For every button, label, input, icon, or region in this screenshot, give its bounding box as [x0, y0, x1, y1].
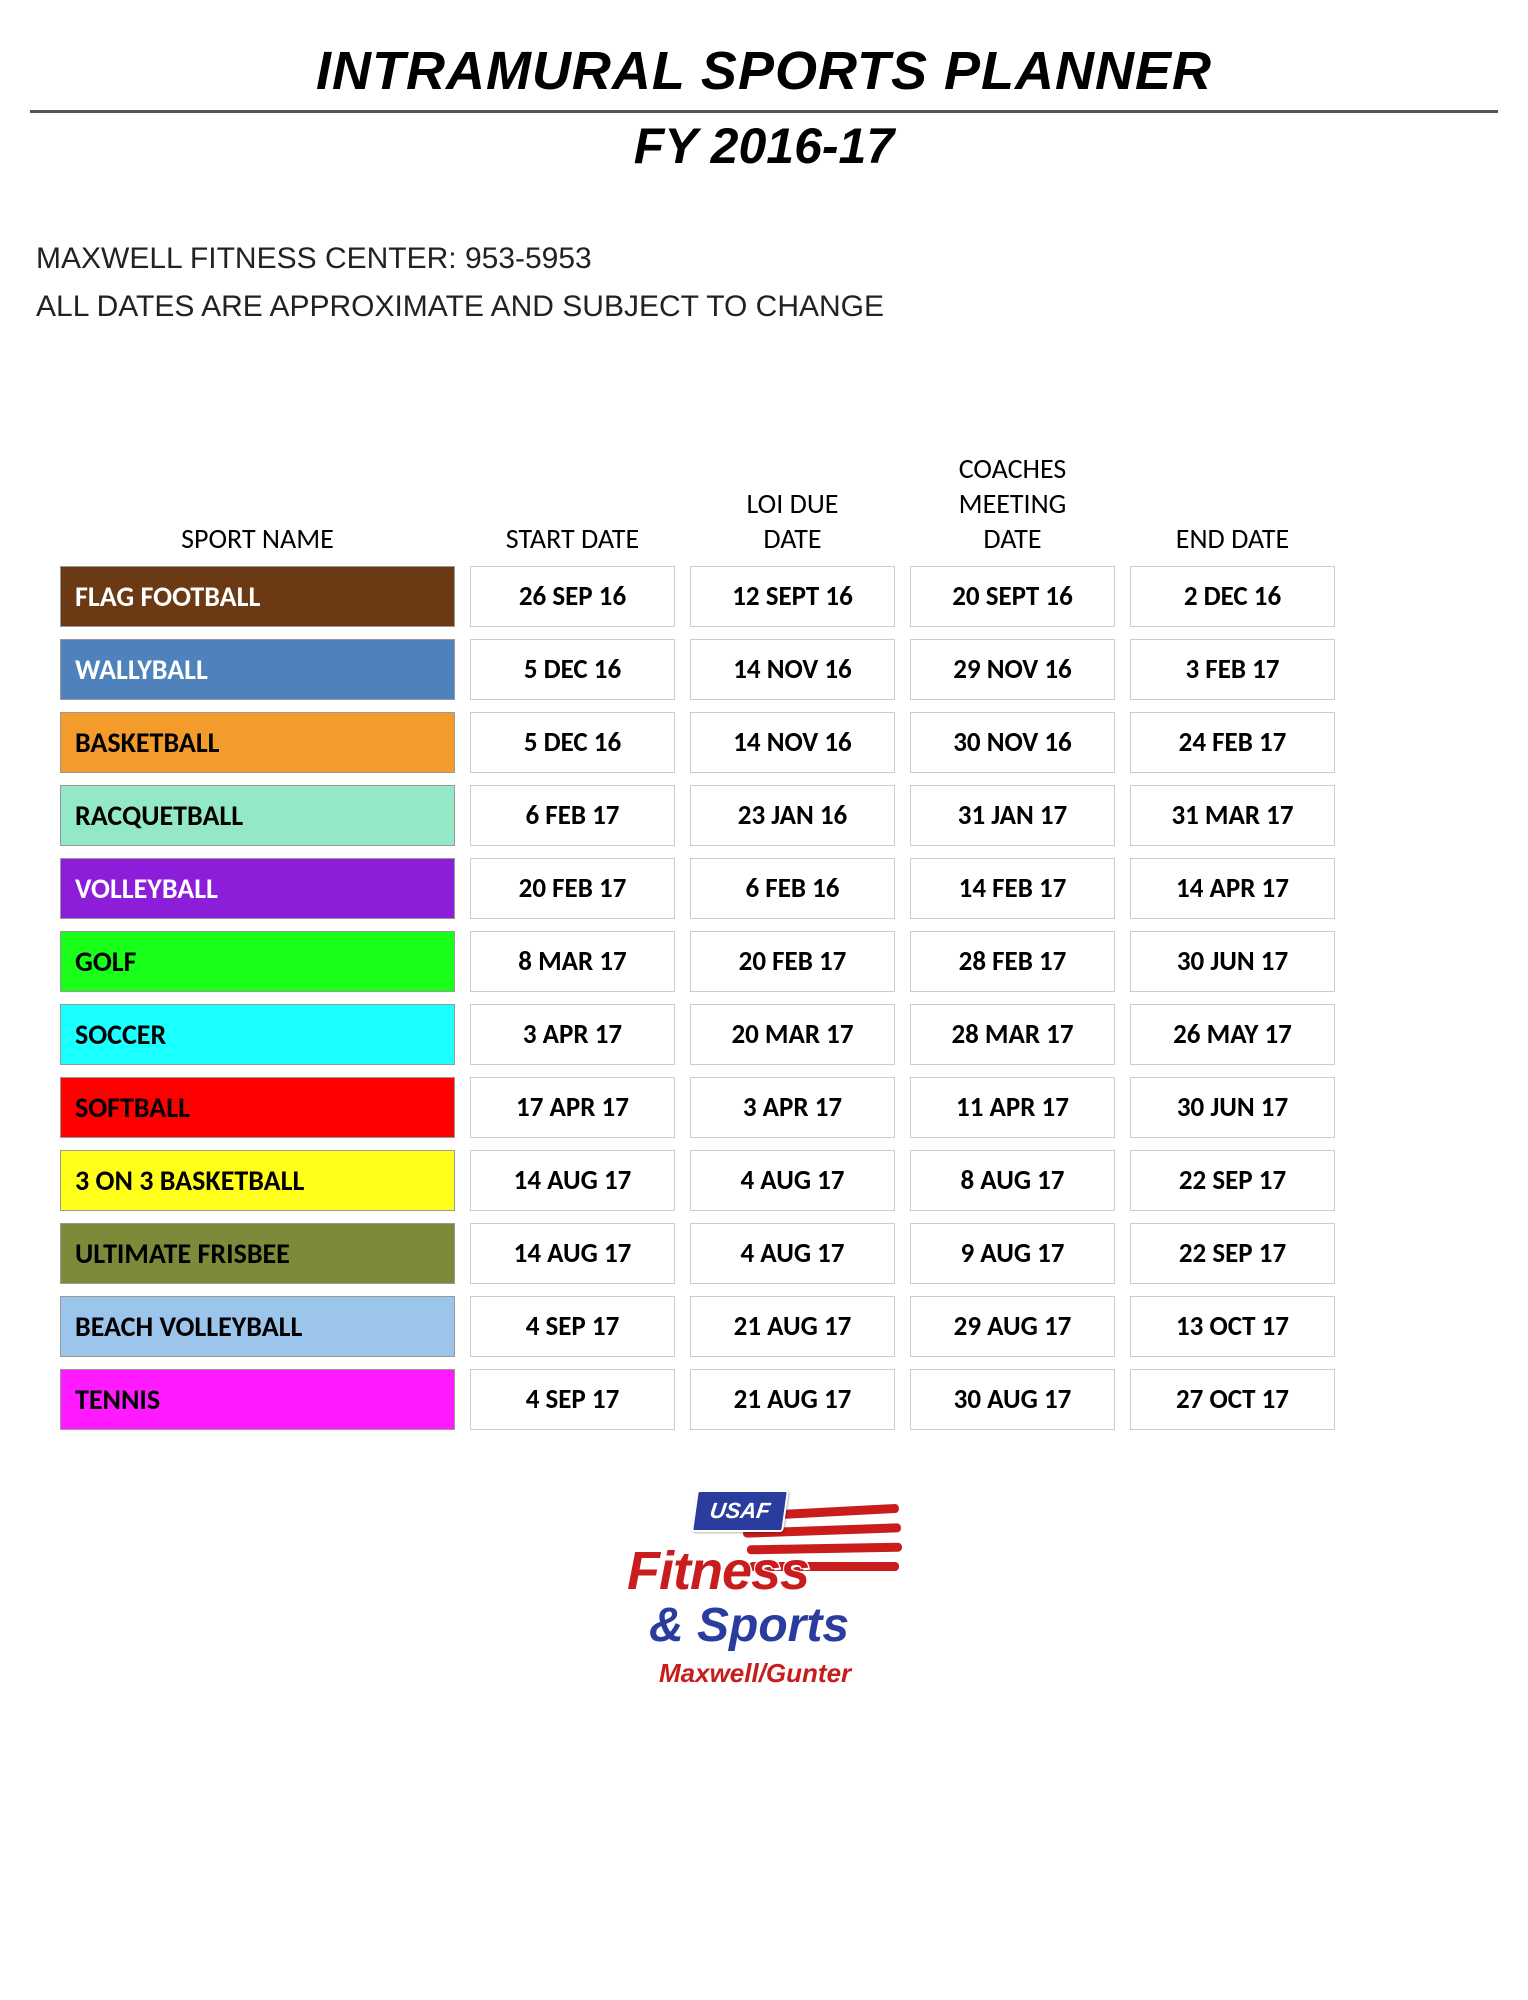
start-date-cell: 14 AUG 17	[470, 1223, 675, 1284]
start-date-cell: 5 DEC 16	[470, 712, 675, 773]
logo-region: USAF Fitness & Sports Maxwell/Gunter	[30, 1490, 1498, 1715]
coach-date-cell: 30 AUG 17	[910, 1369, 1115, 1430]
end-date-cell: 3 FEB 17	[1130, 639, 1335, 700]
loi-date-cell: 20 MAR 17	[690, 1004, 895, 1065]
end-date-cell: 24 FEB 17	[1130, 712, 1335, 773]
table-row: BEACH VOLLEYBALL4 SEP 1721 AUG 1729 AUG …	[60, 1296, 1468, 1357]
sport-name-cell: ULTIMATE FRISBEE	[60, 1223, 455, 1284]
col-header-end: END DATE	[1130, 451, 1335, 556]
page-title: INTRAMURAL SPORTS PLANNER	[30, 40, 1498, 102]
start-date-cell: 17 APR 17	[470, 1077, 675, 1138]
coach-date-cell: 28 FEB 17	[910, 931, 1115, 992]
title-rule	[30, 110, 1498, 113]
table-row: VOLLEYBALL20 FEB 176 FEB 1614 FEB 1714 A…	[60, 858, 1468, 919]
table-row: WALLYBALL5 DEC 1614 NOV 1629 NOV 163 FEB…	[60, 639, 1468, 700]
end-date-cell: 22 SEP 17	[1130, 1150, 1335, 1211]
end-date-cell: 26 MAY 17	[1130, 1004, 1335, 1065]
table-row: TENNIS4 SEP 1721 AUG 1730 AUG 1727 OCT 1…	[60, 1369, 1468, 1430]
info-line-1: MAXWELL FITNESS CENTER: 953-5953	[36, 235, 1498, 283]
info-line-2: ALL DATES ARE APPROXIMATE AND SUBJECT TO…	[36, 283, 1498, 331]
end-date-cell: 30 JUN 17	[1130, 931, 1335, 992]
usaf-badge: USAF	[691, 1490, 789, 1532]
start-date-cell: 8 MAR 17	[470, 931, 675, 992]
loi-date-cell: 3 APR 17	[690, 1077, 895, 1138]
table-row: SOFTBALL17 APR 173 APR 1711 APR 1730 JUN…	[60, 1077, 1468, 1138]
sport-name-cell: SOFTBALL	[60, 1077, 455, 1138]
sport-name-cell: TENNIS	[60, 1369, 455, 1430]
table-row: FLAG FOOTBALL26 SEP 1612 SEPT 1620 SEPT …	[60, 566, 1468, 627]
sport-name-cell: RACQUETBALL	[60, 785, 455, 846]
loi-date-cell: 14 NOV 16	[690, 712, 895, 773]
end-date-cell: 14 APR 17	[1130, 858, 1335, 919]
col-header-start: START DATE	[470, 451, 675, 556]
loi-date-cell: 14 NOV 16	[690, 639, 895, 700]
coach-date-cell: 14 FEB 17	[910, 858, 1115, 919]
loi-date-cell: 23 JAN 16	[690, 785, 895, 846]
end-date-cell: 13 OCT 17	[1130, 1296, 1335, 1357]
table-row: SOCCER3 APR 1720 MAR 1728 MAR 1726 MAY 1…	[60, 1004, 1468, 1065]
start-date-cell: 20 FEB 17	[470, 858, 675, 919]
sport-name-cell: WALLYBALL	[60, 639, 455, 700]
coach-date-cell: 9 AUG 17	[910, 1223, 1115, 1284]
col-header-loi: LOI DUE DATE	[690, 451, 895, 556]
page-subtitle: FY 2016-17	[30, 117, 1498, 175]
logo-sports-text: & Sports	[649, 1598, 849, 1653]
coach-date-cell: 28 MAR 17	[910, 1004, 1115, 1065]
sport-name-cell: 3 ON 3 BASKETBALL	[60, 1150, 455, 1211]
logo-fitness-text: Fitness	[627, 1540, 809, 1602]
coach-date-cell: 11 APR 17	[910, 1077, 1115, 1138]
table-row: GOLF8 MAR 1720 FEB 1728 FEB 1730 JUN 17	[60, 931, 1468, 992]
loi-date-cell: 20 FEB 17	[690, 931, 895, 992]
sport-name-cell: BEACH VOLLEYBALL	[60, 1296, 455, 1357]
end-date-cell: 30 JUN 17	[1130, 1077, 1335, 1138]
start-date-cell: 14 AUG 17	[470, 1150, 675, 1211]
end-date-cell: 27 OCT 17	[1130, 1369, 1335, 1430]
start-date-cell: 26 SEP 16	[470, 566, 675, 627]
table-header-row: SPORT NAME START DATE LOI DUE DATE COACH…	[60, 451, 1468, 556]
info-block: MAXWELL FITNESS CENTER: 953-5953 ALL DAT…	[36, 235, 1498, 331]
sport-name-cell: VOLLEYBALL	[60, 858, 455, 919]
start-date-cell: 3 APR 17	[470, 1004, 675, 1065]
start-date-cell: 4 SEP 17	[470, 1369, 675, 1430]
logo-location-text: Maxwell/Gunter	[659, 1658, 851, 1689]
loi-date-cell: 12 SEPT 16	[690, 566, 895, 627]
coach-date-cell: 29 NOV 16	[910, 639, 1115, 700]
coach-date-cell: 31 JAN 17	[910, 785, 1115, 846]
start-date-cell: 5 DEC 16	[470, 639, 675, 700]
loi-date-cell: 21 AUG 17	[690, 1369, 895, 1430]
table-row: BASKETBALL5 DEC 1614 NOV 1630 NOV 1624 F…	[60, 712, 1468, 773]
usaf-fitness-sports-logo: USAF Fitness & Sports Maxwell/Gunter	[599, 1490, 929, 1710]
sport-name-cell: FLAG FOOTBALL	[60, 566, 455, 627]
coach-date-cell: 8 AUG 17	[910, 1150, 1115, 1211]
col-header-sport: SPORT NAME	[60, 451, 455, 556]
col-header-coaches: COACHES MEETING DATE	[910, 451, 1115, 556]
coach-date-cell: 20 SEPT 16	[910, 566, 1115, 627]
table-row: RACQUETBALL6 FEB 1723 JAN 1631 JAN 1731 …	[60, 785, 1468, 846]
loi-date-cell: 4 AUG 17	[690, 1223, 895, 1284]
end-date-cell: 22 SEP 17	[1130, 1223, 1335, 1284]
planner-table: SPORT NAME START DATE LOI DUE DATE COACH…	[60, 451, 1468, 1430]
loi-date-cell: 4 AUG 17	[690, 1150, 895, 1211]
sport-name-cell: GOLF	[60, 931, 455, 992]
table-row: 3 ON 3 BASKETBALL14 AUG 174 AUG 178 AUG …	[60, 1150, 1468, 1211]
coach-date-cell: 30 NOV 16	[910, 712, 1115, 773]
sport-name-cell: SOCCER	[60, 1004, 455, 1065]
table-row: ULTIMATE FRISBEE14 AUG 174 AUG 179 AUG 1…	[60, 1223, 1468, 1284]
end-date-cell: 2 DEC 16	[1130, 566, 1335, 627]
start-date-cell: 6 FEB 17	[470, 785, 675, 846]
coach-date-cell: 29 AUG 17	[910, 1296, 1115, 1357]
loi-date-cell: 6 FEB 16	[690, 858, 895, 919]
loi-date-cell: 21 AUG 17	[690, 1296, 895, 1357]
start-date-cell: 4 SEP 17	[470, 1296, 675, 1357]
sport-name-cell: BASKETBALL	[60, 712, 455, 773]
end-date-cell: 31 MAR 17	[1130, 785, 1335, 846]
